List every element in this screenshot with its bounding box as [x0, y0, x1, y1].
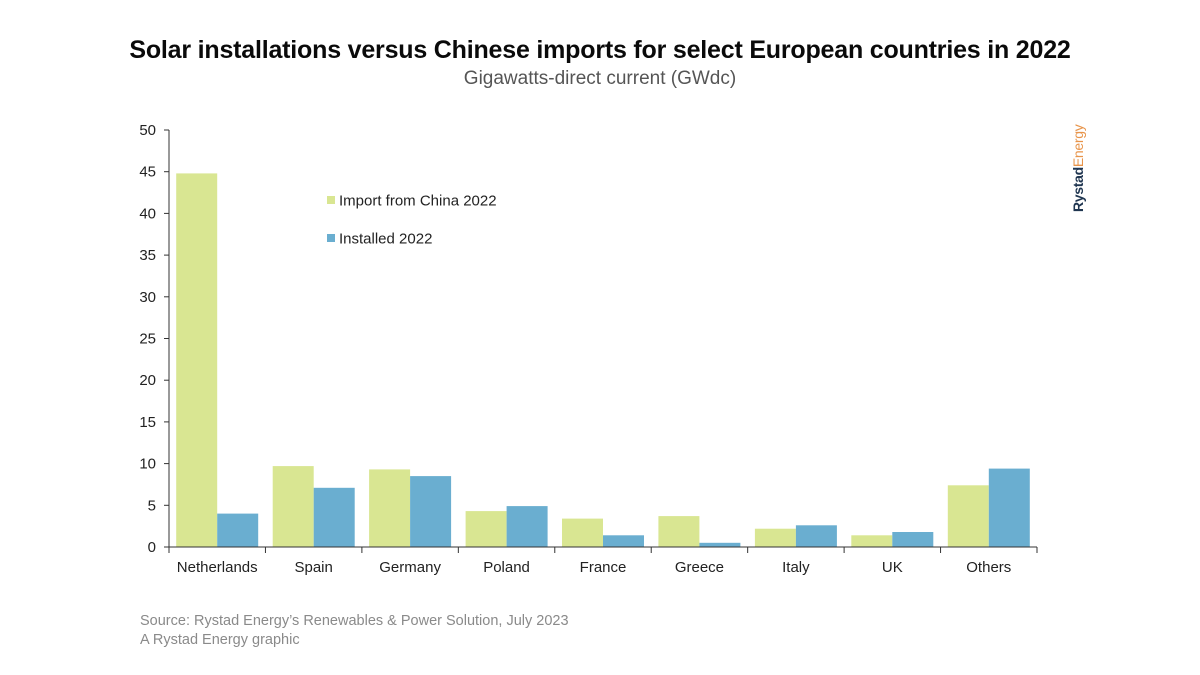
y-tick-label: 45 — [139, 164, 156, 181]
x-tick-label-spain: Spain — [294, 559, 332, 576]
legend-label-installed: Installed 2022 — [339, 231, 432, 248]
bar-import-uk — [851, 535, 893, 547]
bar-installed-italy — [795, 525, 837, 547]
legend-swatch-import — [327, 196, 335, 204]
bar-installed-france — [603, 535, 644, 547]
bar-installed-netherlands — [217, 513, 259, 547]
legend-swatch-installed — [327, 234, 335, 242]
chart-subtitle: Gigawatts-direct current (GWdc) — [463, 68, 737, 89]
bar-import-france — [562, 518, 603, 547]
bar-import-spain — [272, 466, 314, 547]
y-tick-label: 0 — [148, 539, 156, 556]
bar-import-poland — [465, 511, 507, 547]
y-tick-label: 25 — [139, 331, 156, 348]
y-tick-label: 35 — [139, 247, 156, 264]
y-tick-label: 5 — [148, 497, 156, 514]
x-tick-labels: Netherlands Spain Germany Poland France Greec… — [177, 559, 1012, 576]
bar-import-germany — [369, 469, 411, 547]
y-tick-label: 30 — [139, 289, 156, 306]
bar-installed-germany — [410, 476, 452, 547]
bar-installed-others — [988, 468, 1030, 547]
y-tick-label: 50 — [139, 122, 156, 139]
bar-installed-spain — [313, 487, 355, 547]
bar-installed-greece — [699, 542, 741, 547]
bar-import-others — [947, 485, 989, 547]
bar-import-greece — [658, 516, 700, 547]
y-tick-label: 40 — [139, 205, 156, 222]
source-line: Source: Rystad Energy’s Renewables & Pow… — [140, 613, 569, 629]
x-tick-label-netherlands: Netherlands — [177, 559, 258, 576]
x-tick-label-germany: Germany — [379, 559, 441, 576]
legend-label-import: Import from China 2022 — [339, 193, 497, 210]
x-tick-label-greece: Greece — [675, 559, 724, 576]
bar-import-netherlands — [176, 173, 218, 547]
y-tick-label: 15 — [139, 414, 156, 431]
chart-title: Solar installations versus Chinese impor… — [129, 36, 1071, 64]
axes-group — [164, 129, 1038, 553]
x-tick-label-italy: Italy — [782, 559, 810, 576]
brand-name-part2: Energy — [1070, 124, 1086, 168]
x-tick-label-others: Others — [966, 559, 1011, 576]
bar-installed-poland — [506, 506, 548, 547]
bar-import-italy — [754, 528, 796, 547]
source-note: Source: Rystad Energy’s Renewables & Pow… — [140, 612, 569, 650]
bars-group — [176, 173, 1030, 547]
brand-name-part1: Rystad — [1070, 167, 1086, 212]
y-tick-label: 10 — [139, 456, 156, 473]
x-tick-label-uk: UK — [882, 559, 903, 576]
y-tick-label: 20 — [139, 372, 156, 389]
x-tick-label-poland: Poland — [483, 559, 530, 576]
credit-line: A Rystad Energy graphic — [140, 632, 300, 648]
y-tick-labels: 0 5 10 15 20 25 30 35 40 45 50 — [139, 122, 156, 556]
x-tick-label-france: France — [580, 559, 627, 576]
bar-installed-uk — [892, 532, 934, 547]
legend: Import from China 2022 Installed 2022 — [327, 193, 497, 248]
